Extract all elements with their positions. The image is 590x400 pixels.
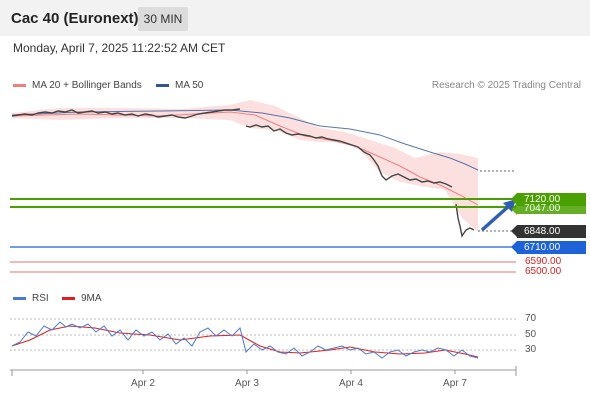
rsi-line — [11, 321, 479, 359]
chart-datetime: Monday, April 7, 2025 11:22:52 AM CET — [13, 41, 226, 55]
legend-9ma: 9MA — [62, 293, 102, 304]
bollinger-band — [12, 100, 478, 232]
ma9-label: 9MA — [81, 293, 102, 304]
research-credit: Research © 2025 Trading Central — [431, 80, 581, 91]
bullish-arrow — [480, 203, 512, 232]
ma50-line — [11, 109, 479, 171]
legend-rsi: RSI — [13, 293, 49, 304]
instrument-title: Cac 40 (Euronext) — [11, 10, 139, 27]
ma9-swatch — [62, 296, 75, 300]
rsi-level-70-label: 70 — [525, 313, 537, 324]
target-high-tag: 7120.00 — [511, 193, 586, 206]
rsi-ma9-line — [11, 325, 479, 358]
support1-label: 6590.00 — [525, 256, 562, 267]
rsi-swatch — [13, 296, 26, 300]
x-label-apr2: Apr 2 — [131, 378, 155, 389]
legend-ma50: MA 50 — [156, 80, 203, 91]
ma20-label: MA 20 + Bollinger Bands — [32, 80, 142, 91]
support2-label: 6500.00 — [525, 266, 562, 277]
x-label-apr7: Apr 7 — [443, 378, 467, 389]
ma50-swatch — [156, 83, 169, 87]
x-label-apr3: Apr 3 — [235, 378, 259, 389]
price-series — [11, 108, 475, 238]
current-price-tag: 6848.00 — [511, 225, 586, 238]
chart-header: Cac 40 (Euronext) 30 MIN — [0, 0, 590, 36]
pivot-tag: 6710.00 — [511, 241, 586, 254]
ma50-label: MA 50 — [175, 80, 204, 91]
ma20-swatch — [13, 83, 26, 87]
rsi-level-50-label: 50 — [525, 329, 537, 340]
legend-ma20: MA 20 + Bollinger Bands — [13, 80, 142, 91]
timeframe-button[interactable]: 30 MIN — [138, 7, 188, 31]
rsi-label: RSI — [32, 293, 49, 304]
rsi-level-30-label: 30 — [525, 344, 537, 355]
x-label-apr4: Apr 4 — [339, 378, 363, 389]
target-low-tag: 7047.00 — [511, 203, 586, 215]
